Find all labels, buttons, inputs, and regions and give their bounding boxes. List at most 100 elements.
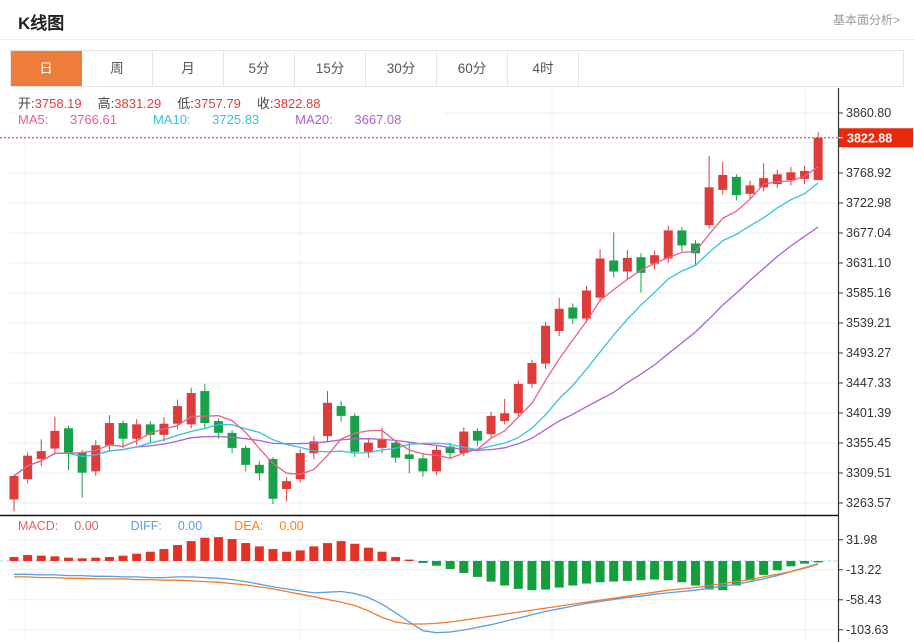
candle-body bbox=[636, 257, 646, 273]
candle-body bbox=[691, 243, 700, 254]
candle-body bbox=[800, 170, 810, 179]
ma20-readout: MA20: 3667.08 bbox=[295, 112, 402, 127]
ohlc-readout: 开:3758.19 高:3831.29 低:3757.79 收:3822.88 bbox=[18, 93, 345, 112]
tab-day[interactable]: 日 bbox=[11, 51, 82, 86]
candle-body bbox=[50, 430, 60, 449]
macd-histogram-bar bbox=[718, 561, 728, 591]
macd-histogram-bar bbox=[91, 557, 101, 561]
page-title: K线图 bbox=[18, 14, 65, 33]
macd-histogram-bar bbox=[759, 561, 769, 575]
macd-histogram-bar bbox=[132, 553, 142, 561]
candle-body bbox=[64, 428, 74, 453]
macd-histogram-bar bbox=[609, 561, 619, 582]
macd-histogram-bar bbox=[282, 551, 292, 561]
macd-histogram-bar bbox=[418, 561, 428, 563]
interval-tab-bar: 日周月 5分 15分 30分 60分 4时 bbox=[10, 50, 904, 87]
macd-histogram-bar bbox=[118, 555, 128, 561]
candle-body bbox=[609, 260, 619, 272]
macd-histogram-bar bbox=[173, 545, 183, 561]
macd-histogram-bar bbox=[241, 543, 251, 561]
grid-lines bbox=[9, 90, 838, 641]
macd-histogram-bar bbox=[23, 555, 33, 561]
candle-body bbox=[813, 137, 823, 181]
macd-histogram-bar bbox=[104, 557, 114, 561]
macd-histogram-bar bbox=[336, 541, 346, 561]
tab-4hour[interactable]: 4时 bbox=[508, 51, 579, 86]
dea-value-readout: DEA: 0.00 bbox=[234, 519, 304, 533]
macd-axis-label: 31.98 bbox=[846, 533, 877, 547]
close-label: 收: bbox=[256, 96, 274, 111]
tab-30min[interactable]: 30分 bbox=[366, 51, 437, 86]
macd-histogram-bar bbox=[704, 561, 714, 590]
high-label: 高: bbox=[97, 96, 115, 111]
macd-pane bbox=[0, 537, 838, 634]
candle-body bbox=[145, 424, 155, 435]
macd-histogram-bar bbox=[64, 557, 74, 561]
macd-histogram-bar bbox=[159, 549, 169, 561]
candle-body bbox=[350, 415, 360, 452]
candle-body bbox=[295, 453, 305, 480]
macd-histogram-bar bbox=[691, 561, 700, 586]
macd-histogram-bar bbox=[391, 557, 401, 561]
macd-histogram-bar bbox=[554, 561, 564, 588]
macd-histogram-bar bbox=[622, 561, 632, 581]
macd-histogram-bar bbox=[568, 561, 578, 586]
macd-histogram-bar bbox=[513, 561, 523, 589]
candle-body bbox=[282, 481, 292, 490]
macd-histogram-bar bbox=[363, 547, 373, 561]
diff-line bbox=[14, 563, 819, 634]
y-axis-label: 3860.80 bbox=[846, 106, 891, 120]
macd-histogram-bar bbox=[350, 543, 360, 561]
candle-body bbox=[104, 423, 114, 446]
candle-body bbox=[595, 258, 605, 298]
y-axis-label: 3585.16 bbox=[846, 286, 891, 300]
candle-body bbox=[568, 307, 578, 319]
macd-histogram-bar bbox=[800, 561, 810, 564]
candle-body bbox=[213, 421, 223, 433]
candle-body bbox=[336, 406, 346, 416]
candle-body bbox=[200, 391, 210, 424]
macd-axis-label: -58.43 bbox=[846, 593, 881, 607]
tab-month[interactable]: 月 bbox=[153, 51, 224, 86]
tab-60min[interactable]: 60分 bbox=[437, 51, 508, 86]
macd-histogram-bar bbox=[322, 543, 332, 561]
macd-histogram-bar bbox=[295, 550, 305, 561]
close-value: 3822.88 bbox=[273, 96, 321, 111]
macd-histogram-bar bbox=[50, 556, 60, 561]
tab-5min[interactable]: 5分 bbox=[224, 51, 295, 86]
macd-histogram-bar bbox=[595, 561, 605, 583]
candle-body bbox=[309, 441, 319, 454]
macd-histogram-bar bbox=[650, 561, 660, 580]
tab-15min[interactable]: 15分 bbox=[295, 51, 366, 86]
candle-body bbox=[173, 406, 183, 424]
candle-body bbox=[745, 185, 755, 194]
macd-histogram-bar bbox=[486, 561, 496, 582]
macd-histogram-bar bbox=[813, 561, 823, 563]
candle-body bbox=[677, 230, 687, 246]
low-value: 3757.79 bbox=[193, 96, 241, 111]
y-axis-label: 3722.98 bbox=[846, 196, 891, 210]
open-label: 开: bbox=[18, 96, 35, 111]
candle-body bbox=[759, 178, 769, 188]
candle-body bbox=[731, 176, 741, 196]
candle-body bbox=[377, 438, 387, 448]
candle-body bbox=[186, 393, 196, 425]
candle-body bbox=[650, 255, 660, 264]
macd-histogram-bar bbox=[9, 557, 19, 561]
macd-histogram-bar bbox=[459, 561, 469, 573]
macd-histogram-bar bbox=[254, 546, 264, 561]
macd-histogram-bar bbox=[186, 541, 196, 561]
candle-body bbox=[772, 174, 782, 185]
candle-body bbox=[418, 458, 428, 472]
candle-body bbox=[472, 430, 482, 441]
macd-histogram-bar bbox=[663, 561, 673, 581]
candle-body bbox=[554, 308, 564, 331]
dea-line bbox=[14, 563, 819, 625]
candle-body bbox=[227, 432, 237, 448]
fundamental-analysis-link[interactable]: 基本面分析> bbox=[832, 13, 900, 27]
y-axis-label: 3355.45 bbox=[846, 436, 891, 450]
tab-week[interactable]: 周 bbox=[82, 51, 153, 86]
candle-body bbox=[391, 442, 401, 458]
